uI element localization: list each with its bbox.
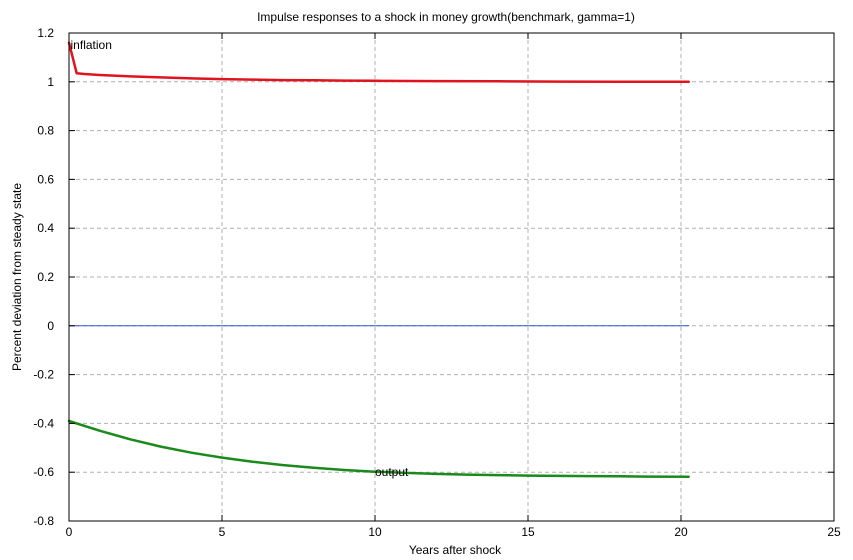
grid (69, 33, 834, 521)
y-tick-label: 0.8 (37, 124, 54, 138)
ticks: 0 5 10 15 20 25 -0.8 -0.6 -0.4 -0.2 0 0.2 0.4 0.6 0.8 1… (33, 26, 841, 539)
annotation-inflation: inflation (71, 38, 112, 52)
y-tick-label: -0.4 (33, 416, 54, 430)
x-tick-label: 10 (368, 525, 382, 539)
y-tick-label: -0.6 (33, 465, 54, 479)
y-tick-label: 0 (47, 319, 54, 333)
y-tick-label: -0.8 (33, 514, 54, 528)
y-tick-label: 1 (47, 75, 54, 89)
chart-title: Impulse responses to a shock in money gr… (257, 10, 635, 24)
x-tick-label: 15 (521, 525, 535, 539)
y-tick-label: -0.2 (33, 368, 54, 382)
y-tick-label: 0.6 (37, 172, 54, 186)
y-axis-label: Percent deviation from steady state (10, 183, 24, 371)
annotation-output: output (375, 465, 409, 479)
x-tick-label: 20 (674, 525, 688, 539)
annotations: inflation output (71, 38, 409, 479)
x-tick-label: 25 (827, 525, 841, 539)
inflation-line (67, 41, 690, 84)
y-tick-label: 0.4 (37, 221, 54, 235)
y-tick-label: 1.2 (37, 26, 54, 40)
plot-series (67, 41, 690, 479)
output-line (67, 419, 690, 479)
x-axis-label: Years after shock (409, 543, 502, 557)
y-tick-label: 0.2 (37, 270, 54, 284)
x-tick-label: 0 (66, 525, 73, 539)
x-tick-label: 5 (219, 525, 226, 539)
